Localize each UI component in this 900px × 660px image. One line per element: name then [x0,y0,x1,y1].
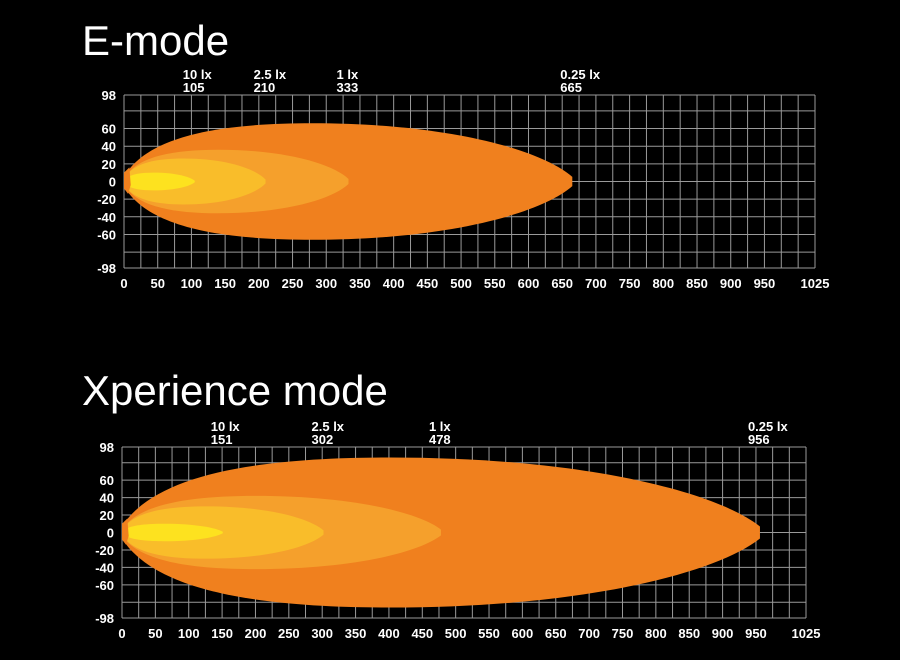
x-tick-label: 100 [181,276,203,291]
y-tick-label: -40 [97,210,116,225]
x-axis-ticks: 0 50 100 150 200 250 300 350 400 450 500 550 600 650 7… [120,276,829,291]
x-tick-label: 950 [754,276,776,291]
iso-lux-zones [124,123,573,240]
x-tick-label: 850 [678,626,700,641]
x-tick-label: 0 [120,276,127,291]
lux-label: 1 lx [336,67,358,82]
x-tick-label: 800 [645,626,667,641]
origin-flare [122,518,129,545]
x-tick-label: 400 [378,626,400,641]
x-tick-label: 800 [652,276,674,291]
y-tick-label: -98 [95,611,114,626]
lux-reach-value: 956 [748,432,770,447]
y-tick-label: 0 [107,526,114,541]
x-tick-label: 450 [411,626,433,641]
y-tick-label: 40 [100,491,114,506]
y-tick-label: 20 [102,157,116,172]
x-tick-label: 750 [612,626,634,641]
lux-reach-value: 105 [183,80,205,95]
y-axis-ticks: 98 60 40 20 0 -20 -40 -60 -98 [97,88,116,276]
lux-label: 2.5 lx [312,419,345,434]
lux-reach-value: 151 [211,432,233,447]
y-axis-ticks: 98 60 40 20 0 -20 -40 -60 -98 [95,440,114,626]
chart-title: E-mode [82,17,230,64]
x-tick-label: 550 [484,276,506,291]
x-tick-label: 250 [278,626,300,641]
x-tick-label: 600 [512,626,534,641]
x-tick-label: 450 [417,276,439,291]
x-tick-label: 900 [720,276,742,291]
x-tick-label: 550 [478,626,500,641]
chart-title: Xperience mode [82,367,388,414]
lux-label: 1 lx [429,419,451,434]
y-tick-label: -40 [95,560,114,575]
x-tick-label: 750 [619,276,641,291]
lux-label: 10 lx [211,419,241,434]
x-tick-label: 1025 [792,626,821,641]
x-tick-label: 600 [518,276,540,291]
y-tick-label: 60 [102,122,116,137]
x-tick-label: 200 [245,626,267,641]
x-tick-label: 650 [551,276,573,291]
lux-reach-value: 210 [254,80,276,95]
lux-reach-value: 302 [312,432,334,447]
x-tick-label: 1025 [801,276,830,291]
x-tick-label: 950 [745,626,767,641]
iso-lux-zone [122,523,223,542]
x-tick-label: 200 [248,276,270,291]
x-axis-ticks: 0 50 100 150 200 250 300 350 400 450 500 550 600 650 7… [118,626,820,641]
y-tick-label: 98 [102,88,116,103]
x-tick-label: 500 [450,276,472,291]
iso-lux-zone [124,172,195,191]
y-tick-label: 98 [100,440,114,455]
x-tick-label: 850 [686,276,708,291]
lux-label: 10 lx [183,67,213,82]
x-tick-label: 100 [178,626,200,641]
y-tick-label: -20 [95,543,114,558]
y-tick-label: 0 [109,175,116,190]
x-tick-label: 350 [345,626,367,641]
y-tick-label: -60 [97,227,116,242]
x-tick-label: 900 [712,626,734,641]
x-tick-label: 300 [315,276,337,291]
x-tick-label: 150 [214,276,236,291]
x-tick-label: 700 [578,626,600,641]
x-tick-label: 400 [383,276,405,291]
x-tick-label: 700 [585,276,607,291]
x-tick-label: 350 [349,276,371,291]
lux-reach-value: 478 [429,432,451,447]
iso-lux-zones [122,457,760,608]
x-tick-label: 250 [282,276,304,291]
lux-label: 0.25 lx [560,67,601,82]
origin-flare [124,167,131,194]
y-tick-label: -60 [95,578,114,593]
y-tick-label: 60 [100,473,114,488]
lux-label: 2.5 lx [254,67,287,82]
y-tick-label: -20 [97,192,116,207]
x-tick-label: 150 [211,626,233,641]
x-tick-label: 50 [148,626,162,641]
y-tick-label: 20 [100,508,114,523]
lux-label: 0.25 lx [748,419,789,434]
x-tick-label: 50 [150,276,164,291]
y-tick-label: -98 [97,261,116,276]
x-tick-label: 300 [311,626,333,641]
lux-reach-value: 333 [336,80,358,95]
x-tick-label: 650 [545,626,567,641]
lux-reach-value: 665 [560,80,582,95]
y-tick-label: 40 [102,139,116,154]
x-tick-label: 500 [445,626,467,641]
x-tick-label: 0 [118,626,125,641]
